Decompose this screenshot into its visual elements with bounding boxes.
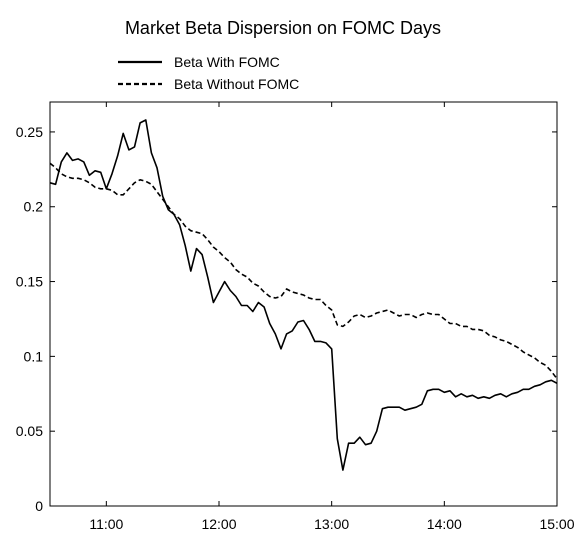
x-tick-label: 14:00 xyxy=(427,516,462,532)
x-tick-label: 15:00 xyxy=(539,516,574,532)
x-tick-label: 11:00 xyxy=(89,516,123,532)
series-line-without-fomc xyxy=(49,162,558,380)
y-tick-label: 0.05 xyxy=(16,423,43,439)
chart-title: Market Beta Dispersion on FOMC Days xyxy=(125,18,441,38)
y-tick-label: 0.25 xyxy=(16,124,43,140)
x-axis: 11:00 12:00 13:00 14:00 15:00 xyxy=(89,102,575,532)
x-tick-label: 12:00 xyxy=(201,516,236,532)
legend-label-without-fomc: Beta Without FOMC xyxy=(174,76,299,92)
legend: Beta With FOMC Beta Without FOMC xyxy=(118,54,299,92)
y-tick-label: 0.2 xyxy=(24,199,44,215)
series-line-with-fomc xyxy=(49,119,558,471)
legend-label-with-fomc: Beta With FOMC xyxy=(174,54,280,70)
y-tick-label: 0 xyxy=(35,498,43,514)
plot-area-frame xyxy=(49,101,558,507)
y-axis: 0 0.05 0.1 0.15 0.2 0.25 xyxy=(16,124,557,514)
y-tick-label: 0.15 xyxy=(16,274,43,290)
y-tick-label: 0.1 xyxy=(24,348,44,364)
x-tick-label: 13:00 xyxy=(314,516,349,532)
series-layer xyxy=(49,119,558,471)
